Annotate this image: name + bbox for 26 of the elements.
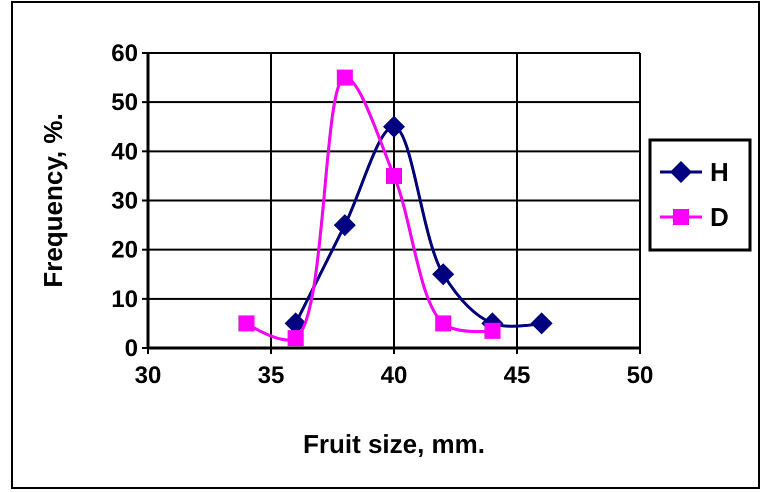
y-tick-label: 50 <box>111 89 138 116</box>
point <box>435 315 452 332</box>
point <box>288 330 304 346</box>
point <box>336 70 353 86</box>
x-tick-label: 45 <box>504 362 530 389</box>
point <box>386 168 402 184</box>
point <box>334 214 356 236</box>
point <box>238 315 254 332</box>
point <box>484 322 500 339</box>
legend-label: D <box>710 202 729 232</box>
y-tick-label: 60 <box>111 40 138 67</box>
y-tick-label: 10 <box>111 286 138 313</box>
x-tick-label: 35 <box>258 362 284 389</box>
point <box>383 116 405 138</box>
y-tick-label: 0 <box>124 335 138 362</box>
y-tick-label: 20 <box>111 236 138 264</box>
y-tick-label: 40 <box>111 138 138 166</box>
y-axis-title: Frequency, %. <box>38 113 68 288</box>
x-axis-title: Fruit size, mm. <box>302 429 486 459</box>
point <box>530 312 553 334</box>
x-tick-label: 40 <box>380 362 408 389</box>
x-tick-label: 50 <box>626 362 654 389</box>
legend-label: H <box>710 157 729 187</box>
point <box>432 263 454 286</box>
x-tick-label: 30 <box>134 362 162 389</box>
y-tick-label: 30 <box>111 188 138 214</box>
